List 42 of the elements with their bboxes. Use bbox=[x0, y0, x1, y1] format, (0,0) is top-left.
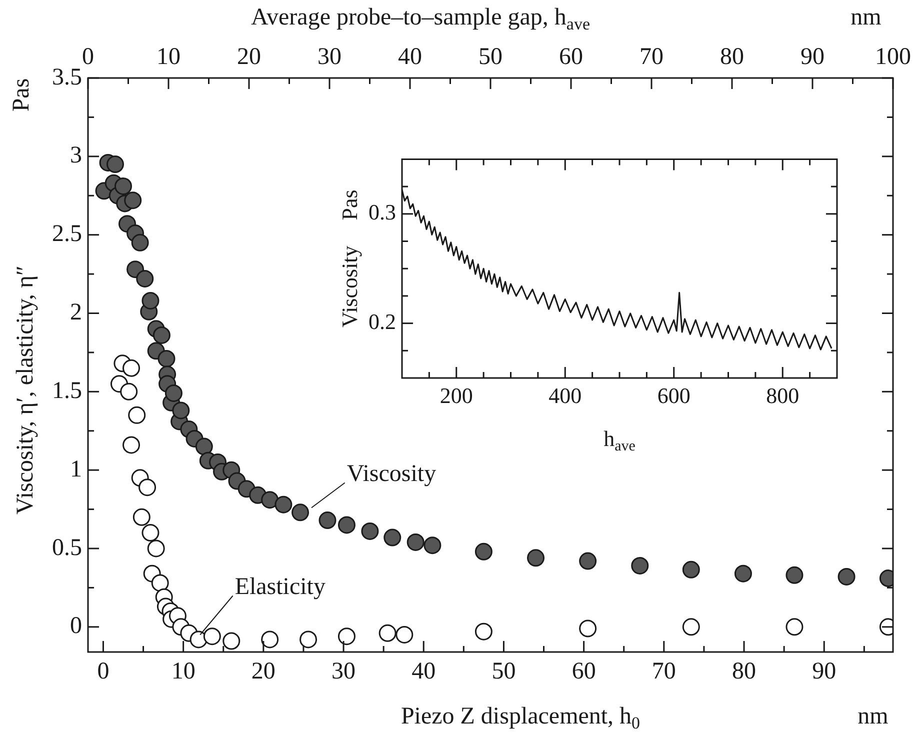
x2-tick-label: 30 bbox=[318, 44, 342, 70]
y-tick-label: 0 bbox=[70, 613, 82, 640]
x2-tick-label: 40 bbox=[398, 44, 422, 70]
x-tick-label: 0 bbox=[97, 658, 110, 685]
x-tick-label: 30 bbox=[332, 658, 356, 685]
y-axis-title: Viscosity bbox=[336, 246, 362, 328]
x2-tick-label: 10 bbox=[156, 44, 180, 70]
annotation: Elasticity bbox=[234, 574, 326, 600]
x-tick-label: 90 bbox=[812, 658, 836, 685]
x-tick-label: 20 bbox=[251, 658, 276, 685]
y-tick-label: 2.5 bbox=[52, 221, 82, 248]
x-tick-label: 600 bbox=[657, 382, 690, 408]
x2-tick-label: 70 bbox=[640, 44, 664, 70]
x-tick-label: 50 bbox=[492, 658, 516, 685]
annotation: Pas bbox=[336, 190, 362, 220]
x2-tick-label: 80 bbox=[720, 44, 744, 70]
x-tick-label: 60 bbox=[572, 658, 596, 685]
x-tick-label: 10 bbox=[171, 658, 196, 685]
x-tick-label: 400 bbox=[548, 382, 582, 408]
x-tick-label: 70 bbox=[652, 658, 676, 685]
x2-tick-label: 100 bbox=[875, 44, 911, 70]
y-axis-title: Viscosity, η′, elasticity, η″ bbox=[12, 265, 38, 515]
y-tick-label: 1 bbox=[70, 456, 82, 482]
y-tick-label: 0.2 bbox=[368, 309, 396, 334]
y-tick-label: 3.5 bbox=[52, 64, 82, 90]
text: Pas bbox=[8, 78, 34, 112]
x-tick-label: 800 bbox=[766, 382, 800, 408]
x2-tick-label: 60 bbox=[559, 44, 583, 70]
x-tick-label: 40 bbox=[412, 658, 436, 685]
x2-tick-label: 90 bbox=[800, 44, 824, 70]
y-tick-label: 3 bbox=[70, 142, 82, 169]
y-tick-label: 2 bbox=[70, 300, 82, 326]
x-tick-label: 80 bbox=[732, 658, 756, 685]
x2-tick-label: 50 bbox=[478, 44, 502, 70]
x2-tick-label: 20 bbox=[237, 44, 261, 70]
text: nm bbox=[850, 4, 882, 30]
y-tick-label: 0.3 bbox=[368, 200, 396, 225]
y-tick-label: 0.5 bbox=[52, 534, 82, 561]
y-tick-label: 1.5 bbox=[52, 378, 82, 404]
x-tick-label: 200 bbox=[440, 382, 473, 408]
annotation: Viscosity bbox=[346, 461, 436, 488]
text: nm bbox=[858, 703, 889, 730]
